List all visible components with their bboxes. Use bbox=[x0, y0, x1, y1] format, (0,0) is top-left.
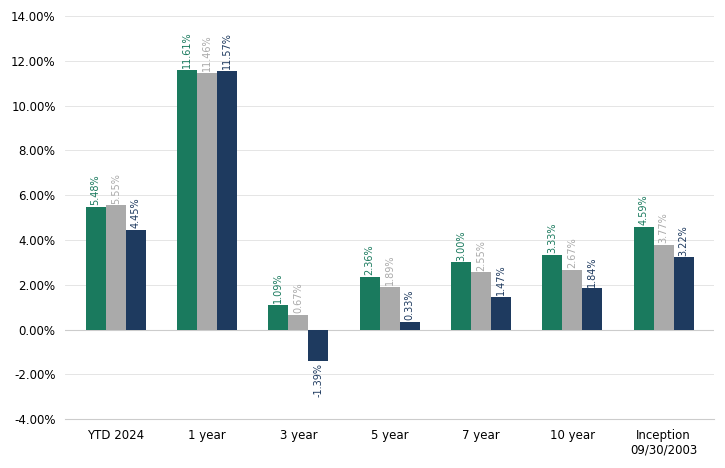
Bar bbox=[380, 287, 399, 329]
Bar bbox=[289, 314, 308, 329]
Bar bbox=[399, 322, 420, 329]
Text: 3.77%: 3.77% bbox=[658, 212, 668, 243]
Text: 11.57%: 11.57% bbox=[222, 32, 232, 69]
Text: 1.84%: 1.84% bbox=[587, 256, 597, 286]
Bar bbox=[674, 257, 694, 329]
Text: 3.22%: 3.22% bbox=[679, 225, 689, 256]
Bar bbox=[542, 255, 563, 329]
Bar bbox=[471, 272, 491, 329]
Text: 1.09%: 1.09% bbox=[273, 273, 283, 303]
Bar bbox=[177, 70, 197, 329]
Text: 3.00%: 3.00% bbox=[456, 230, 466, 261]
Bar bbox=[86, 207, 106, 329]
Bar bbox=[217, 71, 237, 329]
Bar bbox=[268, 305, 289, 329]
Bar bbox=[451, 263, 471, 329]
Bar bbox=[654, 245, 674, 329]
Bar bbox=[634, 227, 654, 329]
Bar bbox=[106, 205, 125, 329]
Text: 5.55%: 5.55% bbox=[111, 173, 120, 204]
Text: 3.33%: 3.33% bbox=[547, 223, 558, 253]
Text: 5.48%: 5.48% bbox=[91, 175, 101, 205]
Text: 2.36%: 2.36% bbox=[365, 244, 375, 275]
Bar bbox=[563, 270, 582, 329]
Bar bbox=[308, 329, 328, 361]
Text: 1.47%: 1.47% bbox=[496, 264, 506, 295]
Text: 11.46%: 11.46% bbox=[202, 35, 212, 71]
Text: 0.67%: 0.67% bbox=[294, 282, 303, 313]
Bar bbox=[582, 288, 602, 329]
Text: 2.55%: 2.55% bbox=[476, 240, 486, 271]
Text: 4.59%: 4.59% bbox=[639, 194, 649, 225]
Bar bbox=[125, 230, 146, 329]
Text: 1.89%: 1.89% bbox=[385, 255, 394, 285]
Text: 4.45%: 4.45% bbox=[130, 197, 141, 228]
Text: -1.39%: -1.39% bbox=[313, 363, 323, 396]
Text: 0.33%: 0.33% bbox=[405, 290, 415, 321]
Bar bbox=[360, 277, 380, 329]
Bar bbox=[491, 297, 511, 329]
Text: 2.67%: 2.67% bbox=[568, 237, 577, 268]
Bar bbox=[197, 73, 217, 329]
Text: 11.61%: 11.61% bbox=[182, 31, 192, 68]
